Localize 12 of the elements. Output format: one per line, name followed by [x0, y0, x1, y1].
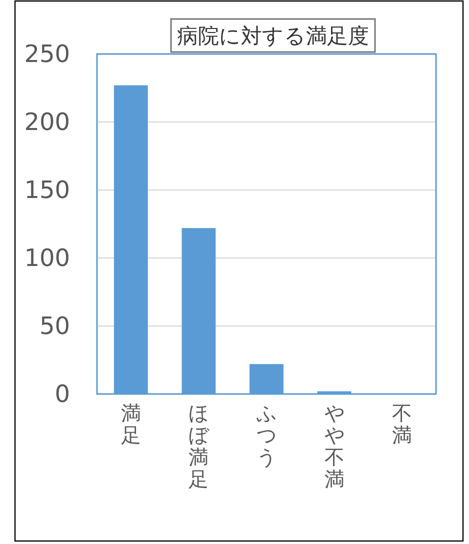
- x-tick-label: ほぼ満足: [188, 401, 211, 491]
- y-tick-label: 200: [24, 108, 70, 136]
- chart-title: 病院に対する満足度: [177, 24, 369, 48]
- x-tick-label: ふつう: [256, 401, 276, 469]
- y-tick-label: 150: [24, 176, 70, 204]
- y-tick-label: 0: [54, 380, 70, 408]
- y-tick-label: 100: [24, 244, 70, 272]
- x-tick-label: やや不満: [324, 401, 344, 491]
- x-tick-label: 不満: [392, 401, 412, 447]
- y-tick-label: 250: [24, 40, 70, 68]
- x-tick-label: 満足: [120, 401, 141, 447]
- y-tick-label: 50: [39, 312, 70, 340]
